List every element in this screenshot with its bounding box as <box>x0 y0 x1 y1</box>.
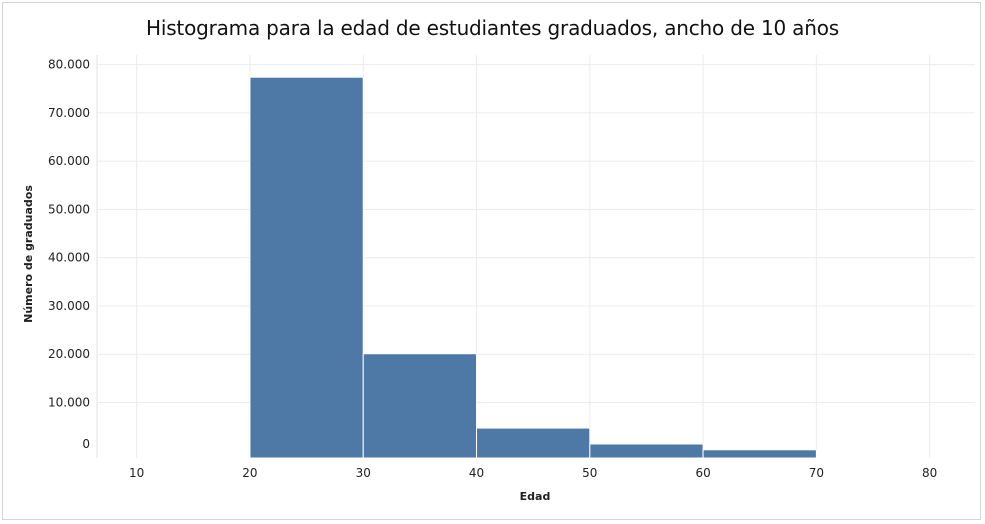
y-tick-label: 30.000 <box>48 299 90 313</box>
x-axis-ticks: 10 20 30 40 50 60 70 80 <box>129 466 937 480</box>
y-axis-label: Número de graduados <box>22 185 35 323</box>
histogram-bar <box>362 353 478 459</box>
y-tick-label: 40.000 <box>48 251 90 265</box>
x-tick-label: 30 <box>356 466 371 480</box>
x-tick-label: 70 <box>809 466 824 480</box>
y-tick-label: 20.000 <box>48 347 90 361</box>
y-tick-label: 50.000 <box>48 202 90 216</box>
x-tick-label: 10 <box>129 466 144 480</box>
y-tick-label: 10.000 <box>48 395 90 409</box>
histogram-bar <box>476 427 591 459</box>
histogram-bar <box>249 76 364 459</box>
x-tick-label: 20 <box>242 466 257 480</box>
y-axis-ticks: 0 10.000 20.000 30.000 40.000 50.000 60.000 70.… <box>48 58 90 451</box>
y-tick-label: 80.000 <box>48 58 90 72</box>
x-axis-label: Edad <box>520 490 551 503</box>
y-tick-label: 70.000 <box>48 106 90 120</box>
histogram-bar <box>702 449 817 459</box>
y-tick-label: 60.000 <box>48 154 90 168</box>
x-tick-label: 80 <box>922 466 937 480</box>
chart-title: Histograma para la edad de estudiantes g… <box>146 16 839 40</box>
x-tick-label: 50 <box>582 466 597 480</box>
histogram-bars <box>249 76 817 459</box>
x-tick-label: 60 <box>695 466 710 480</box>
y-tick-label: 0 <box>82 437 90 451</box>
grid-lines <box>96 55 975 458</box>
x-tick-label: 40 <box>469 466 484 480</box>
histogram-bar <box>589 443 704 459</box>
